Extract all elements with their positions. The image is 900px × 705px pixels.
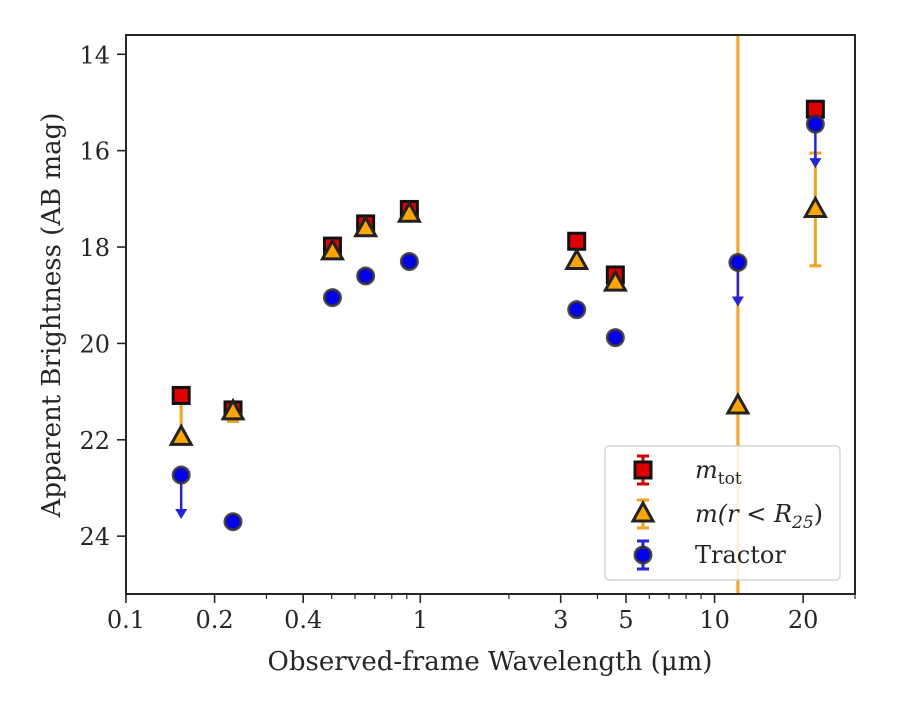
legend-label-subscript: 25 bbox=[791, 513, 814, 533]
mr25-point bbox=[396, 200, 422, 223]
legend-marker-mr25 bbox=[630, 499, 656, 523]
x-tick-label: 1 bbox=[413, 606, 428, 634]
x-tick-label: 0.1 bbox=[107, 606, 145, 634]
x-axis-label: Observed-frame Wavelength (μm) bbox=[268, 647, 713, 677]
x-tick-label: 20 bbox=[788, 606, 819, 634]
tractor-upper-limit-arrow-head bbox=[731, 296, 744, 307]
legend-box bbox=[604, 445, 841, 581]
mr25-point bbox=[564, 247, 590, 270]
legend-label-mtot: mtot bbox=[695, 456, 742, 489]
mr25-point bbox=[725, 391, 751, 415]
y-tick-label: 14 bbox=[79, 41, 110, 69]
x-tick-label: 10 bbox=[699, 606, 730, 634]
tractor-upper-limit-arrow-head bbox=[809, 158, 822, 169]
x-tick-label: 3 bbox=[553, 606, 568, 634]
legend-label-tractor: Tractor bbox=[695, 541, 786, 569]
legend-marker-tractor bbox=[633, 545, 653, 565]
x-tick-label: 0.2 bbox=[196, 606, 234, 634]
legend-label-main: m(r < R bbox=[695, 500, 792, 528]
tractor-point bbox=[356, 266, 376, 286]
y-tick-label: 16 bbox=[79, 138, 110, 166]
tractor-point bbox=[223, 512, 243, 532]
x-tick-label: 0.4 bbox=[284, 606, 322, 634]
mr25-point bbox=[353, 214, 379, 238]
legend-label-mr25: m(r < R25) bbox=[695, 500, 823, 533]
legend-label-main: m bbox=[695, 456, 718, 484]
tractor-point bbox=[728, 252, 748, 272]
tractor-point bbox=[567, 300, 587, 320]
y-tick-label: 22 bbox=[79, 427, 110, 455]
tractor-point bbox=[805, 114, 825, 134]
tractor-point bbox=[399, 251, 419, 271]
axis-ticks: 0.1 0.2 0.4 1 3 5 10 20 14 16 18 20 22 24 bbox=[79, 41, 856, 634]
data-markers bbox=[168, 99, 828, 532]
tractor-upper-limit-arrow-head bbox=[175, 508, 188, 519]
mr25-point bbox=[168, 423, 194, 446]
legend-marker-mtot bbox=[633, 460, 653, 480]
tractor-point bbox=[322, 288, 342, 308]
mr25-point bbox=[602, 269, 628, 292]
mr25-point bbox=[802, 195, 828, 218]
legend: mtot m(r < R25) Tractor bbox=[604, 445, 841, 581]
legend-label-subscript: tot bbox=[718, 469, 742, 489]
x-tick-label: 5 bbox=[618, 606, 633, 634]
y-tick-label: 24 bbox=[79, 523, 110, 551]
y-tick-label: 18 bbox=[79, 234, 110, 262]
mtot-point bbox=[567, 231, 587, 251]
mr25-point bbox=[319, 237, 346, 261]
mtot-point bbox=[171, 385, 191, 405]
mr25-point bbox=[220, 397, 246, 421]
legend-label-tail: ) bbox=[814, 500, 823, 528]
y-tick-label: 20 bbox=[79, 330, 110, 358]
plot-frame bbox=[125, 34, 856, 595]
tractor-point bbox=[605, 328, 625, 348]
tractor-point bbox=[171, 465, 191, 485]
y-axis-label: Apparent Brightness (AB mag) bbox=[37, 113, 67, 519]
